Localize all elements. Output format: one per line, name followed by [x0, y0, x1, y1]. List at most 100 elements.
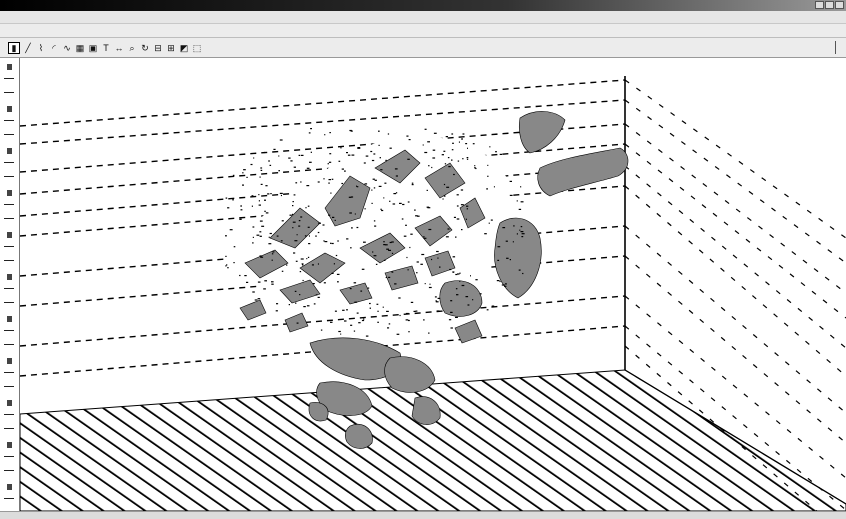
speckle-dot: [373, 220, 376, 222]
speckle-dot: [459, 280, 461, 282]
curve-tool-icon[interactable]: ∿: [63, 42, 71, 53]
speckle-dot: [450, 300, 453, 302]
toolbar-grip[interactable]: [835, 41, 836, 54]
ruler-tick: [4, 176, 14, 177]
speckle-dot: [451, 159, 453, 161]
speckle-dot: [497, 259, 500, 261]
slice-tool-icon[interactable]: ⊟: [154, 42, 162, 53]
speckle-dot: [427, 141, 430, 143]
speckle-dot: [349, 212, 352, 214]
speckle-dot: [340, 333, 342, 335]
wall-line: [624, 225, 846, 414]
speckle-dot: [475, 167, 477, 170]
arc-tool-icon[interactable]: ◜: [52, 42, 56, 53]
line-tool-icon[interactable]: ╱: [25, 42, 31, 53]
speckle-dot: [434, 296, 437, 298]
speckle-dot: [328, 179, 331, 181]
speckle-dot: [350, 130, 353, 132]
speckle-dot: [268, 160, 270, 162]
speckle-dot: [364, 208, 366, 210]
ruler-tick: [7, 190, 12, 196]
speckle-dot: [331, 242, 334, 245]
speckle-dot: [271, 283, 274, 285]
speckle-dot: [294, 240, 298, 242]
geological-surface: [225, 111, 629, 449]
speckle-dot: [356, 186, 359, 188]
speckle-dot: [380, 208, 382, 210]
speckle-dot: [232, 174, 235, 176]
speckle-dot: [344, 170, 346, 172]
speckle-dot: [330, 242, 332, 244]
speckle-dot: [396, 333, 400, 335]
speckle-dot: [341, 168, 344, 170]
mesh-tool-icon[interactable]: ⊞: [167, 42, 175, 53]
grid-tool-icon[interactable]: ▦: [75, 42, 85, 53]
speckle-dot: [450, 311, 453, 313]
speckle-dot: [466, 158, 469, 160]
vertical-ruler[interactable]: [0, 58, 20, 511]
speckle-dot: [318, 222, 321, 224]
speckle-dot: [388, 276, 391, 278]
speckle-dot: [424, 128, 427, 130]
speckle-dot: [384, 182, 387, 184]
speckle-dot: [323, 178, 325, 180]
speckle-dot: [271, 253, 274, 255]
floor-plane: [20, 369, 846, 511]
view-tool-icon[interactable]: ⬚: [192, 42, 202, 53]
text-tool-icon[interactable]: T: [103, 42, 109, 53]
speckle-dot: [455, 316, 458, 318]
speckle-dot: [233, 262, 235, 264]
polyline-tool-icon[interactable]: ⌇: [38, 42, 44, 53]
speckle-dot: [394, 168, 398, 170]
speckle-dot: [410, 301, 414, 303]
speckle-dot: [251, 195, 254, 197]
speckle-dot: [372, 251, 374, 253]
speckle-dot: [269, 232, 272, 235]
select-tool-icon[interactable]: ▮: [8, 41, 20, 54]
surface-tool-icon[interactable]: ◩: [179, 42, 189, 53]
speckle-dot: [433, 132, 437, 134]
rotate-tool-icon[interactable]: ↻: [141, 42, 149, 53]
wall-line: [624, 79, 846, 239]
scene-canvas[interactable]: [20, 58, 846, 511]
speckle-dot: [281, 220, 284, 222]
dimension-tool-icon[interactable]: ↔: [114, 42, 124, 53]
speckle-dot: [278, 155, 280, 157]
speckle-dot: [252, 236, 254, 238]
speckle-dot: [295, 182, 298, 184]
speckle-dot: [233, 246, 236, 248]
speckle-dot: [336, 273, 340, 275]
speckle-dot: [328, 214, 331, 216]
speckle-dot: [414, 209, 416, 211]
block-tool-icon[interactable]: ▣: [88, 42, 98, 53]
ruler-tick: [7, 106, 12, 112]
minimize-button[interactable]: [815, 1, 824, 9]
speckle-dot: [307, 226, 310, 228]
speckle-dot: [439, 266, 441, 268]
close-button[interactable]: [835, 1, 844, 9]
speckle-dot: [488, 222, 490, 224]
speckle-dot: [252, 226, 255, 228]
ruler-tick: [7, 316, 12, 322]
speckle-dot: [461, 138, 463, 140]
speckle-dot: [431, 166, 433, 169]
zoom-tool-icon[interactable]: ⌕: [129, 42, 135, 53]
speckle-dot: [378, 130, 380, 132]
speckle-dot: [351, 227, 353, 229]
speckle-dot: [225, 265, 227, 267]
speckle-dot: [387, 327, 390, 329]
3d-viewport[interactable]: [20, 58, 846, 511]
maximize-button[interactable]: [825, 1, 834, 9]
speckle-dot: [497, 246, 501, 248]
speckle-dot: [398, 297, 401, 299]
speckle-dot: [306, 167, 310, 169]
speckle-dot: [452, 256, 456, 258]
speckle-dot: [276, 235, 279, 237]
speckle-dot: [383, 244, 386, 246]
wall-line: [624, 143, 846, 319]
speckle-dot: [499, 280, 501, 283]
speckle-dot: [379, 157, 381, 159]
speckle-dot: [296, 322, 299, 324]
speckle-dot: [428, 332, 430, 334]
speckle-dot: [455, 273, 458, 276]
